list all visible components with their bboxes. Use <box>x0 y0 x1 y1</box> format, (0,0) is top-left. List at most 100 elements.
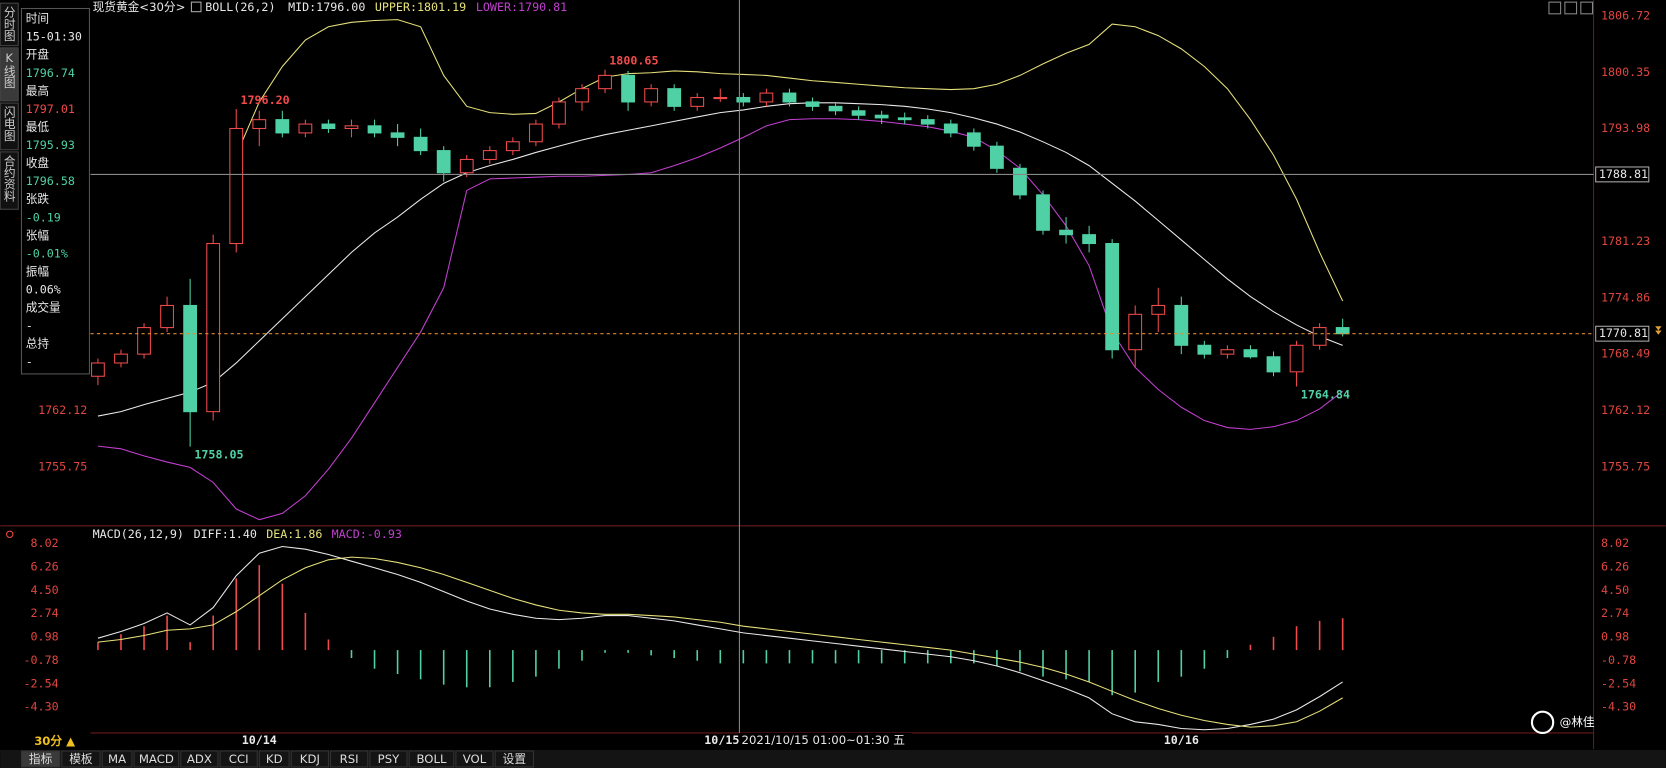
tab-label: MACD <box>139 752 174 766</box>
tab[interactable] <box>330 750 369 768</box>
candle-body <box>989 145 1004 169</box>
candle-body <box>897 117 912 121</box>
sidebar-tab[interactable] <box>0 102 19 151</box>
candle-body <box>1151 304 1166 315</box>
macd-header: DIFF:1.40 <box>194 527 257 541</box>
quote-box <box>20 7 90 375</box>
y-tick-label: 1774.86 <box>1601 290 1650 304</box>
candle-body <box>114 353 128 364</box>
tab[interactable] <box>133 750 180 768</box>
y-tick-label-left: 2.74 <box>31 606 59 620</box>
last-price-arrow <box>1655 326 1662 335</box>
candle-body <box>575 88 589 103</box>
macd-line <box>97 556 1343 728</box>
candle-body <box>1128 313 1143 351</box>
quote-value: -0.01% <box>26 246 68 260</box>
last-price-box <box>1595 325 1650 342</box>
x-tick-label: 10/15 <box>704 733 739 747</box>
candle-body <box>943 123 958 134</box>
candle-body <box>966 132 981 147</box>
candle-body <box>91 362 105 377</box>
candle-body <box>874 114 889 119</box>
quote-label: 成交量 <box>26 301 61 315</box>
x-tick-label: 10/14 <box>242 733 277 747</box>
tab[interactable] <box>180 750 219 768</box>
window-buttons <box>1548 1 1594 15</box>
period-selector[interactable]: 30分 ▲ <box>34 734 75 748</box>
candle-body <box>413 136 428 152</box>
x-tick-label: 10/16 <box>1164 733 1199 747</box>
header-text: UPPER:1801.19 <box>375 0 466 14</box>
tab[interactable] <box>408 750 455 768</box>
candle-body <box>206 242 221 413</box>
candle-body <box>1174 304 1189 346</box>
header-text: LOWER:1790.81 <box>476 0 567 14</box>
y-tick-label: 4.50 <box>1601 583 1629 597</box>
indicator-icon[interactable] <box>6 530 14 539</box>
sidebar-tab[interactable] <box>0 47 19 102</box>
sidebar-tab-label: 分时图 <box>2 6 16 42</box>
tab-label: MA <box>108 752 126 766</box>
watermark-logo <box>1530 710 1555 735</box>
quote-value: 1796.74 <box>26 66 75 80</box>
candle-body <box>436 150 451 174</box>
header-text: BOLL(26,2) <box>205 0 275 14</box>
tab[interactable] <box>369 750 408 768</box>
candle-body <box>367 125 382 134</box>
candle-body <box>528 123 543 143</box>
tab[interactable] <box>258 750 290 768</box>
low-label: 1758.05 <box>194 448 243 462</box>
quote-label: 最高 <box>26 84 49 98</box>
tab[interactable] <box>455 750 494 768</box>
candle-body <box>229 127 244 245</box>
candle-body <box>344 125 359 130</box>
tab-label: CCI <box>229 752 249 766</box>
tab[interactable] <box>101 750 133 768</box>
candle-body <box>1289 344 1304 373</box>
crosshair-time-box <box>739 732 912 748</box>
y-tick-label-left: 6.26 <box>31 559 59 573</box>
candle-body <box>1335 327 1350 335</box>
macd-header: MACD(26,12,9) <box>93 527 184 541</box>
y-tick-label-left: 8.02 <box>31 536 59 550</box>
candle-body <box>459 158 474 174</box>
button[interactable] <box>1580 1 1594 15</box>
quote-value: 1797.01 <box>26 102 75 116</box>
macd-line <box>97 545 1343 731</box>
y-tick-label: -0.78 <box>1601 653 1636 667</box>
candle-body <box>390 132 405 138</box>
y-tick-label: 1768.49 <box>1601 347 1650 361</box>
y-tick-label: 2.74 <box>1601 606 1629 620</box>
tab[interactable] <box>219 750 258 768</box>
tab[interactable] <box>290 750 329 768</box>
last-price-label: 1770.81 <box>1599 326 1648 340</box>
watermark: @林佳 <box>1560 715 1595 729</box>
button[interactable] <box>1548 1 1562 15</box>
tab[interactable] <box>61 750 101 768</box>
candle-body <box>667 88 682 107</box>
y-tick-label: 8.02 <box>1601 536 1629 550</box>
sidebar-tab[interactable] <box>0 151 19 210</box>
tab[interactable] <box>494 750 534 768</box>
candle-body <box>321 123 336 130</box>
boll-line <box>97 118 1343 521</box>
sidebar-tab[interactable] <box>0 2 19 47</box>
candle-body <box>1220 349 1235 355</box>
y-tick-label: 1755.75 <box>1601 459 1650 473</box>
y-tick-label-left: 0.98 <box>31 630 59 644</box>
candle-body <box>1312 327 1327 346</box>
y-tick-label: -4.30 <box>1601 700 1636 714</box>
y-tick-label: 0.98 <box>1601 630 1629 644</box>
tab[interactable] <box>20 750 61 768</box>
y-tick-label-left: 4.50 <box>31 583 59 597</box>
quote-value: 15-01:30 <box>26 30 82 44</box>
candle-body <box>298 123 313 134</box>
candle-body <box>713 96 728 100</box>
indicator-icon[interactable] <box>190 1 202 13</box>
quote-label: 张跌 <box>26 192 50 206</box>
button[interactable] <box>1564 1 1578 15</box>
candle-body <box>851 110 866 116</box>
